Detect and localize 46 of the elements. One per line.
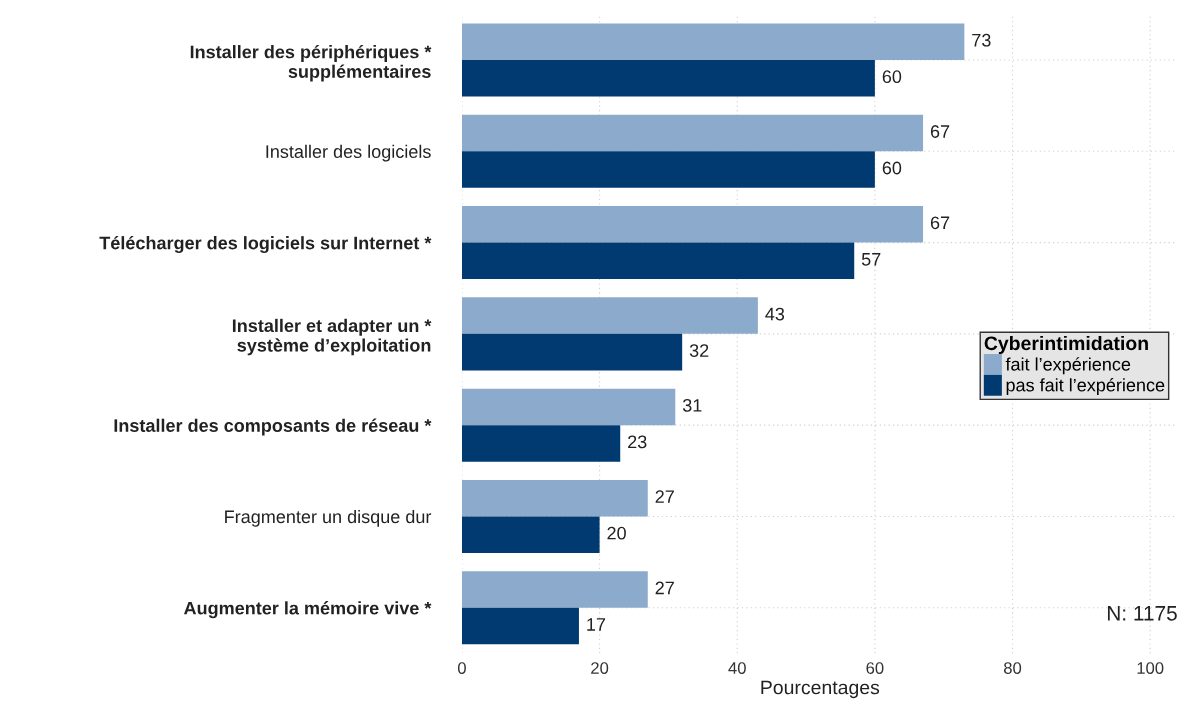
data-label: 67 — [930, 216, 950, 230]
bar — [461, 571, 648, 608]
x-tick-label: 0 — [457, 662, 466, 674]
bar — [461, 206, 924, 243]
data-label: 23 — [628, 435, 647, 449]
x-tick-label: 20 — [591, 662, 609, 674]
data-label: 31 — [682, 398, 702, 412]
legend-label: pas fait l’expérience — [1006, 378, 1165, 396]
data-label: 57 — [861, 253, 881, 266]
bar — [461, 151, 875, 188]
x-tick-label: 80 — [1003, 662, 1022, 674]
bar — [461, 516, 600, 553]
data-label: 32 — [689, 344, 709, 357]
data-label: 67 — [930, 125, 950, 138]
x-tick-label: 100 — [1137, 662, 1164, 674]
bar — [461, 242, 855, 280]
x-tick-label: 40 — [728, 662, 746, 674]
data-label: 60 — [882, 161, 902, 175]
bar — [461, 479, 648, 517]
y-tick-label: Fragmenter un disque dur — [225, 509, 432, 527]
bar — [461, 425, 621, 462]
bar — [461, 23, 965, 60]
legend-title: Cyberintimidation — [984, 335, 1148, 355]
data-label: 60 — [882, 70, 902, 84]
data-label: 20 — [607, 526, 626, 540]
y-tick-label: Installer des logiciels — [266, 144, 431, 162]
bar — [461, 607, 579, 645]
annotation: N: 1175 — [1107, 606, 1177, 621]
y-tick-label: Installer des périphériques * supplémentaires — [190, 44, 432, 82]
bar — [461, 297, 758, 334]
bar — [461, 333, 683, 371]
data-label: 17 — [587, 618, 606, 631]
bar — [461, 60, 875, 97]
x-tick-label: 60 — [866, 662, 884, 674]
y-tick-label: Installer des composants de réseau * — [114, 418, 432, 436]
bar — [461, 114, 924, 152]
y-tick-label: Télécharger des logiciels sur Internet * — [99, 235, 432, 254]
bar — [461, 388, 676, 426]
data-label: 27 — [655, 490, 674, 503]
x-axis-title: Pourcentages — [761, 680, 880, 699]
y-tick-label: Augmenter la mémoire vive * — [183, 601, 432, 619]
data-label: 43 — [765, 307, 785, 321]
data-label: 73 — [972, 33, 991, 47]
legend-label: fait l’expérience — [1005, 357, 1131, 375]
y-tick-label: Installer et adapter un * système d’exploitation — [232, 318, 432, 356]
data-label: 27 — [655, 581, 674, 595]
